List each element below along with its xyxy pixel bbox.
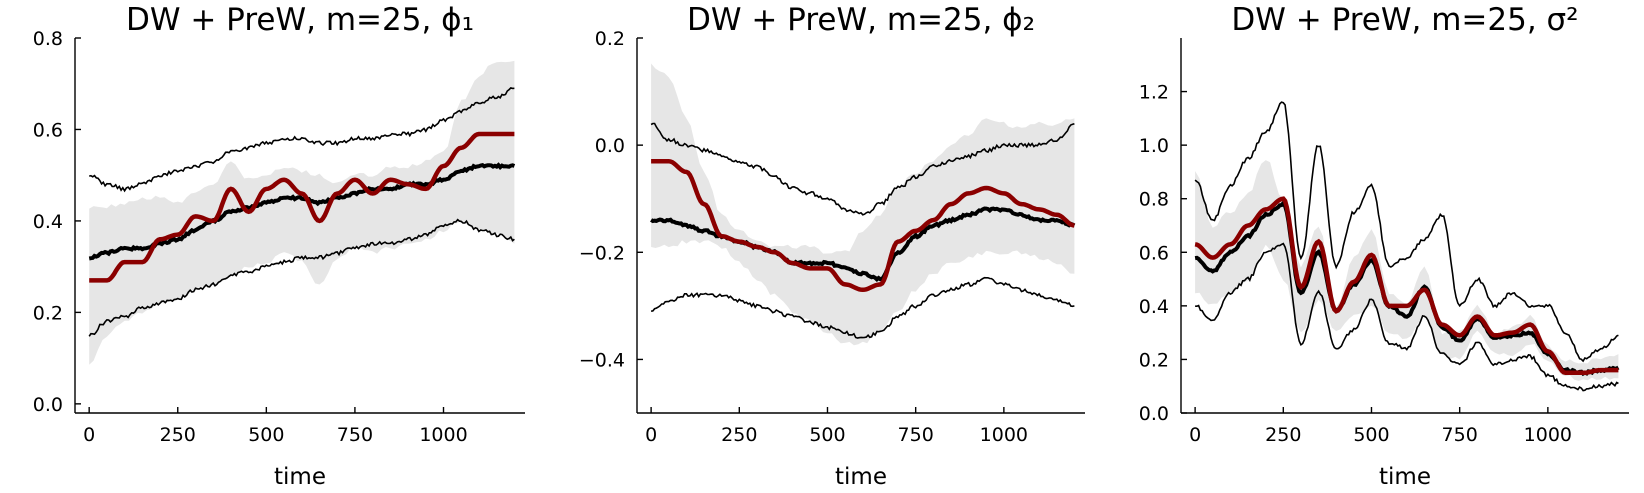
y-tick-label: 0.8 <box>1139 189 1169 211</box>
x-tick-label: 250 <box>160 424 196 446</box>
y-tick-label: 0.4 <box>33 211 63 233</box>
y-tick-label: 0.0 <box>1139 403 1169 425</box>
y-tick-label: 0.4 <box>1139 296 1169 318</box>
true-value-line <box>1194 196 1619 376</box>
chart-title: DW + PreW, m=25, σ² <box>1231 2 1578 38</box>
credible-band <box>1195 160 1619 381</box>
y-tick-label: −0.4 <box>579 349 625 371</box>
x-axis-label: time <box>835 464 887 490</box>
x-tick-label: 0 <box>1189 424 1201 446</box>
x-tick-label: 250 <box>721 424 757 446</box>
y-tick-label: 0.6 <box>1139 242 1169 264</box>
y-tick-label: 0.6 <box>33 119 63 141</box>
x-tick-label: 1000 <box>419 424 467 446</box>
upper-quantile-line <box>89 87 515 193</box>
chart-title: DW + PreW, m=25, ϕ₂ <box>687 2 1035 38</box>
credible-band <box>651 63 1075 346</box>
upper-quantile-line <box>1194 101 1619 363</box>
x-tick-label: 750 <box>1442 424 1478 446</box>
lower-quantile-line <box>1195 242 1619 392</box>
chart-title: DW + PreW, m=25, ϕ₁ <box>126 2 474 38</box>
y-tick-label: 1.0 <box>1139 135 1169 157</box>
x-tick-label: 1000 <box>1524 424 1572 446</box>
posterior-mean-line <box>1194 199 1620 377</box>
y-tick-label: 1.2 <box>1139 82 1169 104</box>
x-tick-label: 500 <box>248 424 284 446</box>
y-tick-label: 0.2 <box>1139 349 1169 371</box>
x-tick-label: 250 <box>1265 424 1301 446</box>
x-axis-label: time <box>274 464 326 490</box>
panel-phi1: 0.0 0.2 0.4 0.6 0.8 0 250 500 750 1000 DW + PreW, … <box>33 2 525 490</box>
true-value-line <box>89 131 515 283</box>
x-axis-label: time <box>1379 464 1431 490</box>
x-tick-label: 500 <box>1353 424 1389 446</box>
posterior-mean-line <box>88 162 516 261</box>
x-tick-label: 0 <box>83 424 95 446</box>
y-tick-label: 0.0 <box>33 394 63 416</box>
y-tick-label: 0.2 <box>33 302 63 324</box>
upper-quantile-line <box>650 122 1075 216</box>
x-tick-label: 750 <box>898 424 934 446</box>
y-tick-label: 0.8 <box>33 28 63 50</box>
x-tick-label: 500 <box>809 424 845 446</box>
panel-phi2: −0.4 −0.2 0.0 0.2 0 250 500 750 1000 DW + PreW, m… <box>579 2 1085 490</box>
true-value-line <box>651 158 1075 293</box>
x-tick-label: 750 <box>337 424 373 446</box>
lower-quantile-line <box>650 276 1075 339</box>
y-tick-label: 0.0 <box>595 135 625 157</box>
y-tick-label: −0.2 <box>579 242 625 264</box>
credible-band <box>89 60 515 365</box>
x-tick-label: 1000 <box>980 424 1028 446</box>
lower-quantile-line <box>88 218 515 337</box>
x-tick-label: 0 <box>645 424 657 446</box>
panel-sigma2: 0.0 0.2 0.4 0.6 0.8 1.0 1.2 0 250 500 750 1000 DW + … <box>1139 2 1629 490</box>
y-tick-label: 0.2 <box>595 28 625 50</box>
